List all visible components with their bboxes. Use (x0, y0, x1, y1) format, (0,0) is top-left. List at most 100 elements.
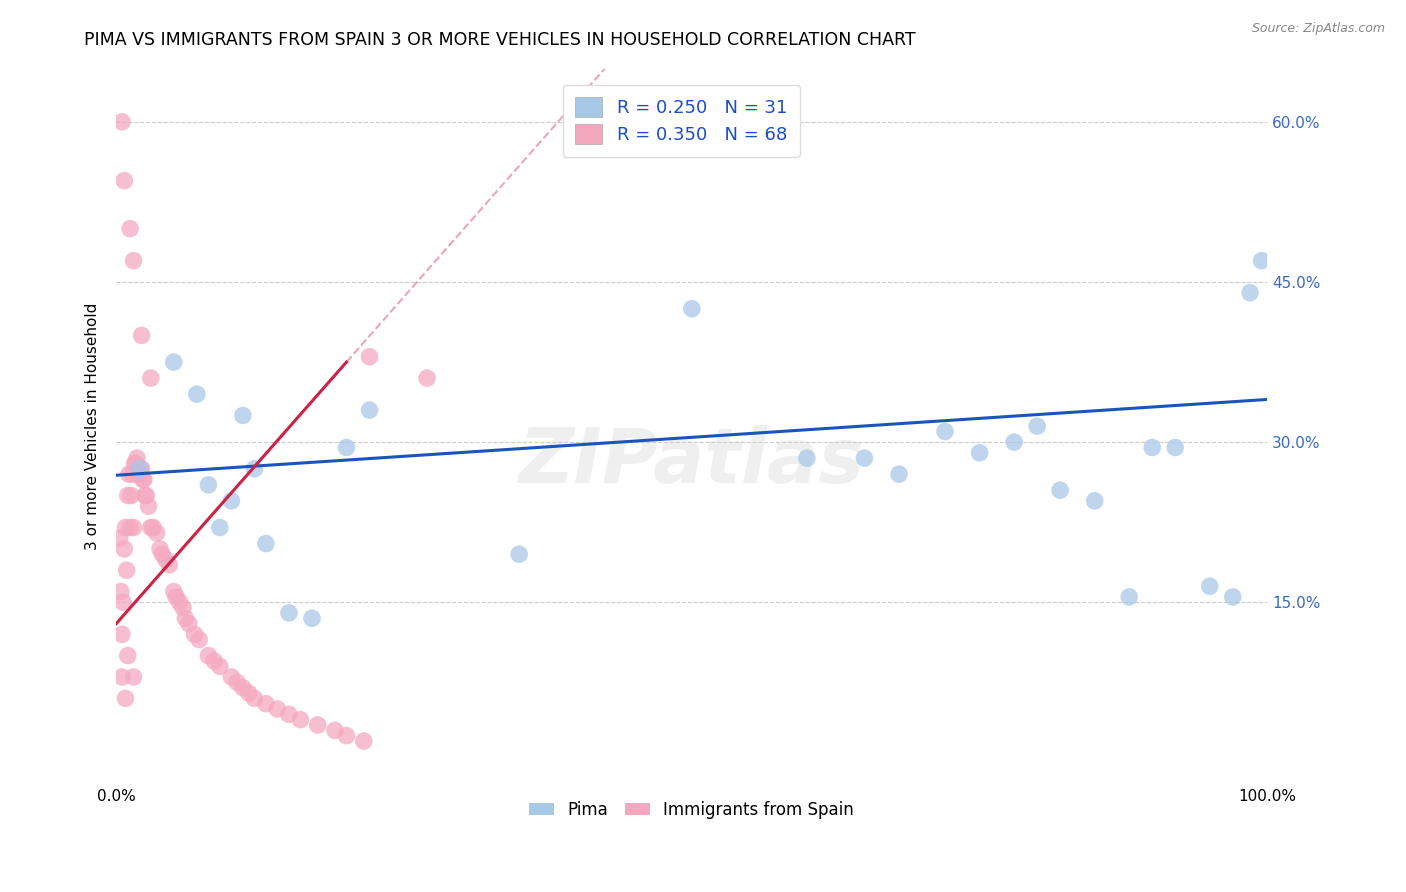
Point (1239, 285, 1261, 300)
Point (232, 409, 254, 423)
Point (120, 221, 142, 235)
Point (353, 734, 375, 748)
Point (1049, 483, 1071, 498)
Point (208, 520, 231, 534)
Point (208, 659, 231, 673)
Point (132, 473, 155, 487)
Point (1250, 253, 1272, 268)
Point (112, 173, 135, 187)
Point (155, 552, 177, 566)
Point (127, 467, 149, 482)
Point (121, 467, 143, 482)
Point (335, 441, 357, 455)
Point (221, 670, 243, 684)
Y-axis label: 3 or more Vehicles in Household: 3 or more Vehicles in Household (86, 302, 100, 549)
Point (202, 654, 225, 668)
Point (243, 691, 266, 706)
Point (122, 520, 145, 534)
Point (323, 723, 346, 738)
Point (128, 467, 150, 482)
Point (226, 675, 249, 690)
Point (114, 520, 136, 534)
Point (125, 451, 148, 466)
Point (111, 670, 134, 684)
Point (131, 328, 153, 343)
Point (301, 611, 323, 625)
Point (887, 467, 910, 482)
Point (142, 520, 165, 534)
Point (108, 531, 131, 545)
Point (128, 462, 150, 476)
Point (277, 707, 299, 722)
Point (125, 457, 148, 471)
Point (221, 493, 243, 508)
Point (254, 697, 277, 711)
Point (266, 702, 288, 716)
Point (1084, 493, 1107, 508)
Text: ZIPatlas: ZIPatlas (519, 425, 865, 499)
Point (232, 681, 254, 695)
Point (277, 606, 299, 620)
Point (135, 489, 157, 503)
Point (139, 520, 162, 534)
Point (134, 489, 156, 503)
Point (853, 451, 876, 466)
Point (114, 691, 136, 706)
Point (124, 457, 146, 471)
Point (117, 648, 139, 663)
Point (186, 387, 208, 401)
Point (110, 584, 132, 599)
Point (157, 558, 180, 572)
Point (1026, 419, 1049, 434)
Point (254, 536, 277, 550)
Point (508, 547, 530, 561)
Point (1164, 441, 1187, 455)
Point (1002, 435, 1025, 450)
Point (335, 729, 357, 743)
Point (115, 563, 138, 577)
Point (969, 446, 991, 460)
Point (163, 355, 186, 369)
Point (112, 541, 135, 556)
Point (681, 301, 703, 316)
Point (359, 350, 381, 364)
Point (1142, 441, 1164, 455)
Point (120, 520, 142, 534)
Point (150, 547, 173, 561)
Point (138, 499, 160, 513)
Point (934, 425, 956, 439)
Point (197, 478, 219, 492)
Point (165, 590, 187, 604)
Point (122, 670, 145, 684)
Point (117, 489, 139, 503)
Text: Source: ZipAtlas.com: Source: ZipAtlas.com (1251, 22, 1385, 36)
Point (120, 489, 142, 503)
Point (129, 462, 152, 476)
Point (112, 595, 135, 609)
Point (1222, 590, 1244, 604)
Point (1198, 579, 1220, 593)
Legend: Pima, Immigrants from Spain: Pima, Immigrants from Spain (523, 794, 860, 825)
Point (359, 403, 381, 417)
Point (243, 462, 266, 476)
Point (307, 718, 329, 732)
Point (183, 627, 205, 641)
Point (111, 115, 134, 129)
Text: PIMA VS IMMIGRANTS FROM SPAIN 3 OR MORE VEHICLES IN HOUSEHOLD CORRELATION CHART: PIMA VS IMMIGRANTS FROM SPAIN 3 OR MORE … (84, 31, 915, 49)
Point (197, 648, 219, 663)
Point (111, 627, 134, 641)
Point (122, 253, 145, 268)
Point (1118, 590, 1140, 604)
Point (149, 541, 172, 556)
Point (416, 371, 439, 385)
Point (163, 584, 186, 599)
Point (174, 611, 197, 625)
Point (177, 616, 200, 631)
Point (188, 632, 211, 647)
Point (172, 600, 194, 615)
Point (169, 595, 191, 609)
Point (139, 371, 162, 385)
Point (118, 467, 141, 482)
Point (238, 686, 260, 700)
Point (290, 713, 312, 727)
